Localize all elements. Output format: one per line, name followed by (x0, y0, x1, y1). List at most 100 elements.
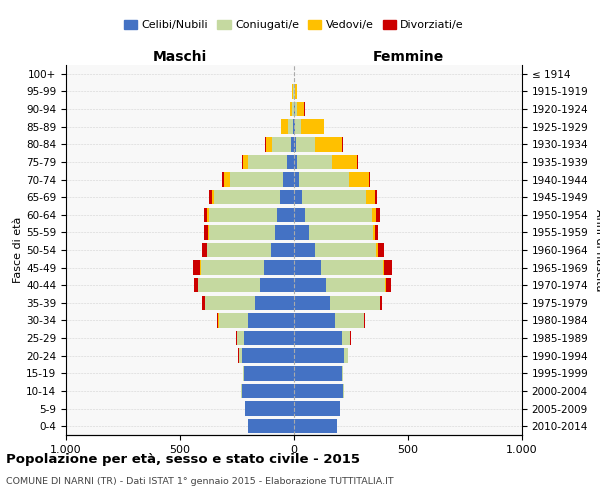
Bar (294, 120, 295, 134)
Bar (326, 278, 385, 292)
Bar (239, 348, 242, 363)
Bar (294, 190, 302, 204)
Bar (342, 137, 343, 152)
Bar (294, 243, 314, 257)
Bar (366, 190, 375, 204)
Bar (244, 331, 294, 345)
Bar (277, 208, 294, 222)
Bar (331, 296, 380, 310)
Bar (343, 384, 344, 398)
Bar (302, 190, 366, 204)
Bar (271, 243, 294, 257)
Bar (375, 225, 379, 240)
Bar (214, 190, 280, 204)
Bar (349, 172, 369, 186)
Bar (294, 348, 344, 363)
Bar (242, 348, 294, 363)
Bar (205, 225, 208, 240)
Bar (230, 172, 283, 186)
Bar (296, 102, 304, 117)
Bar (248, 314, 294, 328)
Bar (294, 402, 340, 416)
Bar (290, 137, 294, 152)
Bar (376, 243, 379, 257)
Bar (335, 314, 364, 328)
Bar (202, 243, 207, 257)
Bar (260, 278, 294, 292)
Bar (314, 137, 342, 152)
Bar (371, 208, 376, 222)
Bar (289, 120, 293, 134)
Legend: Celibi/Nubili, Coniugati/e, Vedovi/e, Divorziati/e: Celibi/Nubili, Coniugati/e, Vedovi/e, Di… (119, 15, 469, 34)
Bar (314, 243, 376, 257)
Bar (200, 260, 265, 275)
Bar (290, 102, 292, 117)
Bar (294, 260, 322, 275)
Bar (265, 260, 294, 275)
Bar (322, 260, 383, 275)
Bar (344, 348, 347, 363)
Bar (204, 208, 208, 222)
Bar (242, 384, 294, 398)
Text: COMUNE DI NARNI (TR) - Dati ISTAT 1° gennaio 2015 - Elaborazione TUTTITALIA.IT: COMUNE DI NARNI (TR) - Dati ISTAT 1° gen… (6, 478, 394, 486)
Bar (295, 120, 301, 134)
Bar (243, 154, 248, 169)
Bar (222, 172, 224, 186)
Bar (305, 208, 371, 222)
Bar (208, 208, 209, 222)
Bar (380, 296, 382, 310)
Bar (245, 402, 294, 416)
Bar (294, 331, 342, 345)
Bar (301, 120, 323, 134)
Bar (283, 172, 294, 186)
Bar (342, 366, 343, 380)
Bar (375, 190, 377, 204)
Bar (194, 278, 198, 292)
Bar (272, 137, 290, 152)
Bar (281, 120, 289, 134)
Bar (342, 331, 350, 345)
Y-axis label: Anni di nascita: Anni di nascita (594, 209, 600, 291)
Bar (356, 154, 358, 169)
Bar (224, 172, 230, 186)
Bar (198, 278, 260, 292)
Bar (364, 314, 365, 328)
Bar (294, 102, 295, 117)
Y-axis label: Fasce di età: Fasce di età (13, 217, 23, 283)
Bar (292, 102, 293, 117)
Bar (248, 419, 294, 434)
Bar (295, 84, 297, 98)
Bar (219, 314, 248, 328)
Bar (298, 154, 332, 169)
Text: Popolazione per età, sesso e stato civile - 2015: Popolazione per età, sesso e stato civil… (6, 452, 360, 466)
Bar (209, 225, 275, 240)
Bar (294, 314, 335, 328)
Bar (296, 137, 314, 152)
Bar (293, 120, 294, 134)
Bar (376, 208, 380, 222)
Bar (294, 384, 343, 398)
Bar (217, 314, 218, 328)
Bar (385, 278, 386, 292)
Bar (299, 172, 349, 186)
Text: Femmine: Femmine (373, 50, 443, 64)
Bar (193, 260, 200, 275)
Bar (332, 154, 356, 169)
Bar (379, 243, 384, 257)
Bar (383, 260, 384, 275)
Bar (294, 296, 331, 310)
Bar (294, 208, 305, 222)
Bar (209, 190, 212, 204)
Bar (275, 225, 294, 240)
Bar (384, 260, 392, 275)
Bar (294, 154, 298, 169)
Bar (205, 296, 255, 310)
Bar (294, 137, 296, 152)
Bar (255, 296, 294, 310)
Bar (208, 243, 271, 257)
Bar (287, 154, 294, 169)
Bar (208, 225, 209, 240)
Bar (280, 190, 294, 204)
Text: Maschi: Maschi (153, 50, 207, 64)
Bar (237, 331, 244, 345)
